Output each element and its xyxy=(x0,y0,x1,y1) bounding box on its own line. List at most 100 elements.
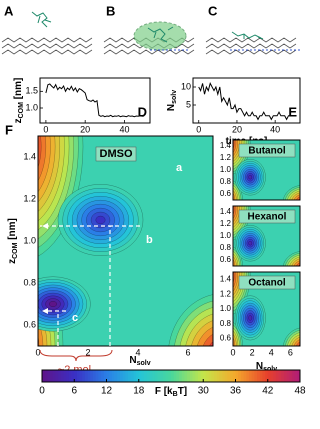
label-part: solv xyxy=(137,360,151,367)
y-tick-label: 10 xyxy=(181,81,191,91)
colorbar-cell xyxy=(291,370,296,382)
colorbar-cell xyxy=(286,370,290,382)
y-tick-label: 0.8 xyxy=(220,243,232,252)
y-tick-label: 1.0 xyxy=(220,304,232,313)
contour-level xyxy=(248,175,253,180)
panel-label: A xyxy=(4,3,14,18)
colorbar-cell xyxy=(232,370,236,382)
colorbar-cell xyxy=(254,370,258,382)
colorbar-cell xyxy=(246,370,250,382)
label-part: N xyxy=(129,355,136,366)
y-tick-label: 1.2 xyxy=(220,219,232,228)
colorbar-cell xyxy=(90,370,94,382)
colorbar-cell xyxy=(197,370,201,382)
colorbar-cell xyxy=(144,370,148,382)
colorbar-cell xyxy=(76,370,81,382)
colorbar-cell xyxy=(205,370,210,382)
label-part: N xyxy=(166,104,177,111)
colorbar-cell xyxy=(106,370,110,382)
contour-level xyxy=(300,345,307,354)
colorbar-cell xyxy=(114,370,118,382)
colorbar-cell xyxy=(149,370,153,382)
colorbar-cell xyxy=(117,370,121,382)
panel-label: C xyxy=(208,3,218,18)
x-tick-label: 40 xyxy=(119,124,129,134)
contour-level xyxy=(226,264,229,268)
colorbar-tick-label: 12 xyxy=(101,386,113,397)
colorbar-cell xyxy=(262,370,266,382)
y-tick-label: 1.0 xyxy=(25,102,38,112)
y-axis-label: zCOM [nm] xyxy=(7,218,20,264)
y-tick-label: 0.6 xyxy=(220,255,232,264)
label-part: F xyxy=(155,386,161,397)
colorbar-cell xyxy=(122,370,126,382)
colorbar-cell xyxy=(42,370,46,382)
colorbar-cell xyxy=(289,370,293,382)
colorbar-cell xyxy=(50,370,54,382)
y-tick-label: 1.4 xyxy=(220,275,232,284)
y-tick-label: 0.8 xyxy=(220,319,232,328)
contour-level xyxy=(202,333,213,346)
colorbar-cell xyxy=(47,370,51,382)
label-box xyxy=(238,209,296,224)
colorbar-cell xyxy=(95,370,99,382)
colorbar-cell xyxy=(87,370,91,382)
colorbar-cell xyxy=(79,370,83,382)
colorbar-cell xyxy=(165,370,169,382)
contour-level xyxy=(38,136,42,168)
contour-level xyxy=(302,267,306,271)
colorbar-cell xyxy=(157,370,161,382)
colorbar-cell xyxy=(173,370,177,382)
colorbar-cell xyxy=(98,370,102,382)
colorbar-tick-label: 48 xyxy=(294,386,306,397)
colorbar-cell xyxy=(68,370,72,382)
contour-level xyxy=(15,331,31,360)
x-tick-label: 0 xyxy=(35,347,40,357)
contour-level xyxy=(302,201,306,205)
colorbar-tick-label: 18 xyxy=(133,386,145,397)
colorbar-cell xyxy=(187,370,191,382)
x-tick-label: 2 xyxy=(250,347,255,357)
colorbar-cell xyxy=(238,370,242,382)
colorbar-cell xyxy=(195,370,199,382)
label-box xyxy=(238,143,296,158)
colorbar-cell xyxy=(52,370,56,382)
x-tick-label: 0 xyxy=(43,124,48,134)
contour-level xyxy=(300,265,307,272)
colorbar-cell xyxy=(160,370,164,382)
contour-level xyxy=(13,138,22,155)
colorbar-cell xyxy=(297,370,301,382)
colorbar-cell xyxy=(216,370,220,382)
dashed-guide xyxy=(40,225,140,346)
y-axis-label: zCOM [nm] xyxy=(13,78,26,124)
colorbar-cell xyxy=(128,370,132,382)
colorbar-cell xyxy=(119,370,124,382)
label-part: N xyxy=(256,361,263,372)
y-tick-label: 1.0 xyxy=(23,235,36,245)
colorbar-cell xyxy=(243,370,247,382)
contour-level xyxy=(218,350,229,363)
solvent-label: Hexanol xyxy=(248,212,287,223)
y-tick-label: 5 xyxy=(186,99,191,109)
colorbar-cell xyxy=(109,370,113,382)
contour-level xyxy=(248,315,253,321)
colorbar-cell xyxy=(138,370,142,382)
y-tick-label: 0.6 xyxy=(23,319,36,329)
colorbar-cell xyxy=(141,370,145,382)
contour-level xyxy=(300,199,307,206)
colorbar-cell xyxy=(111,370,115,382)
plot-frame xyxy=(192,77,301,124)
y-tick-label: 1.4 xyxy=(23,151,36,161)
colorbar-cell xyxy=(200,370,204,382)
plot-frame xyxy=(232,271,301,347)
y-tick-label: 1.2 xyxy=(220,153,232,162)
label-part: COM xyxy=(12,242,19,259)
solvent-label: Octanol xyxy=(248,278,285,289)
colorbar-cell xyxy=(168,370,172,382)
label-part: [nm] xyxy=(13,78,24,102)
contour-level xyxy=(49,301,57,307)
colorbar-cell xyxy=(85,370,89,382)
contour-level xyxy=(296,196,300,200)
annotation: c xyxy=(72,312,78,324)
